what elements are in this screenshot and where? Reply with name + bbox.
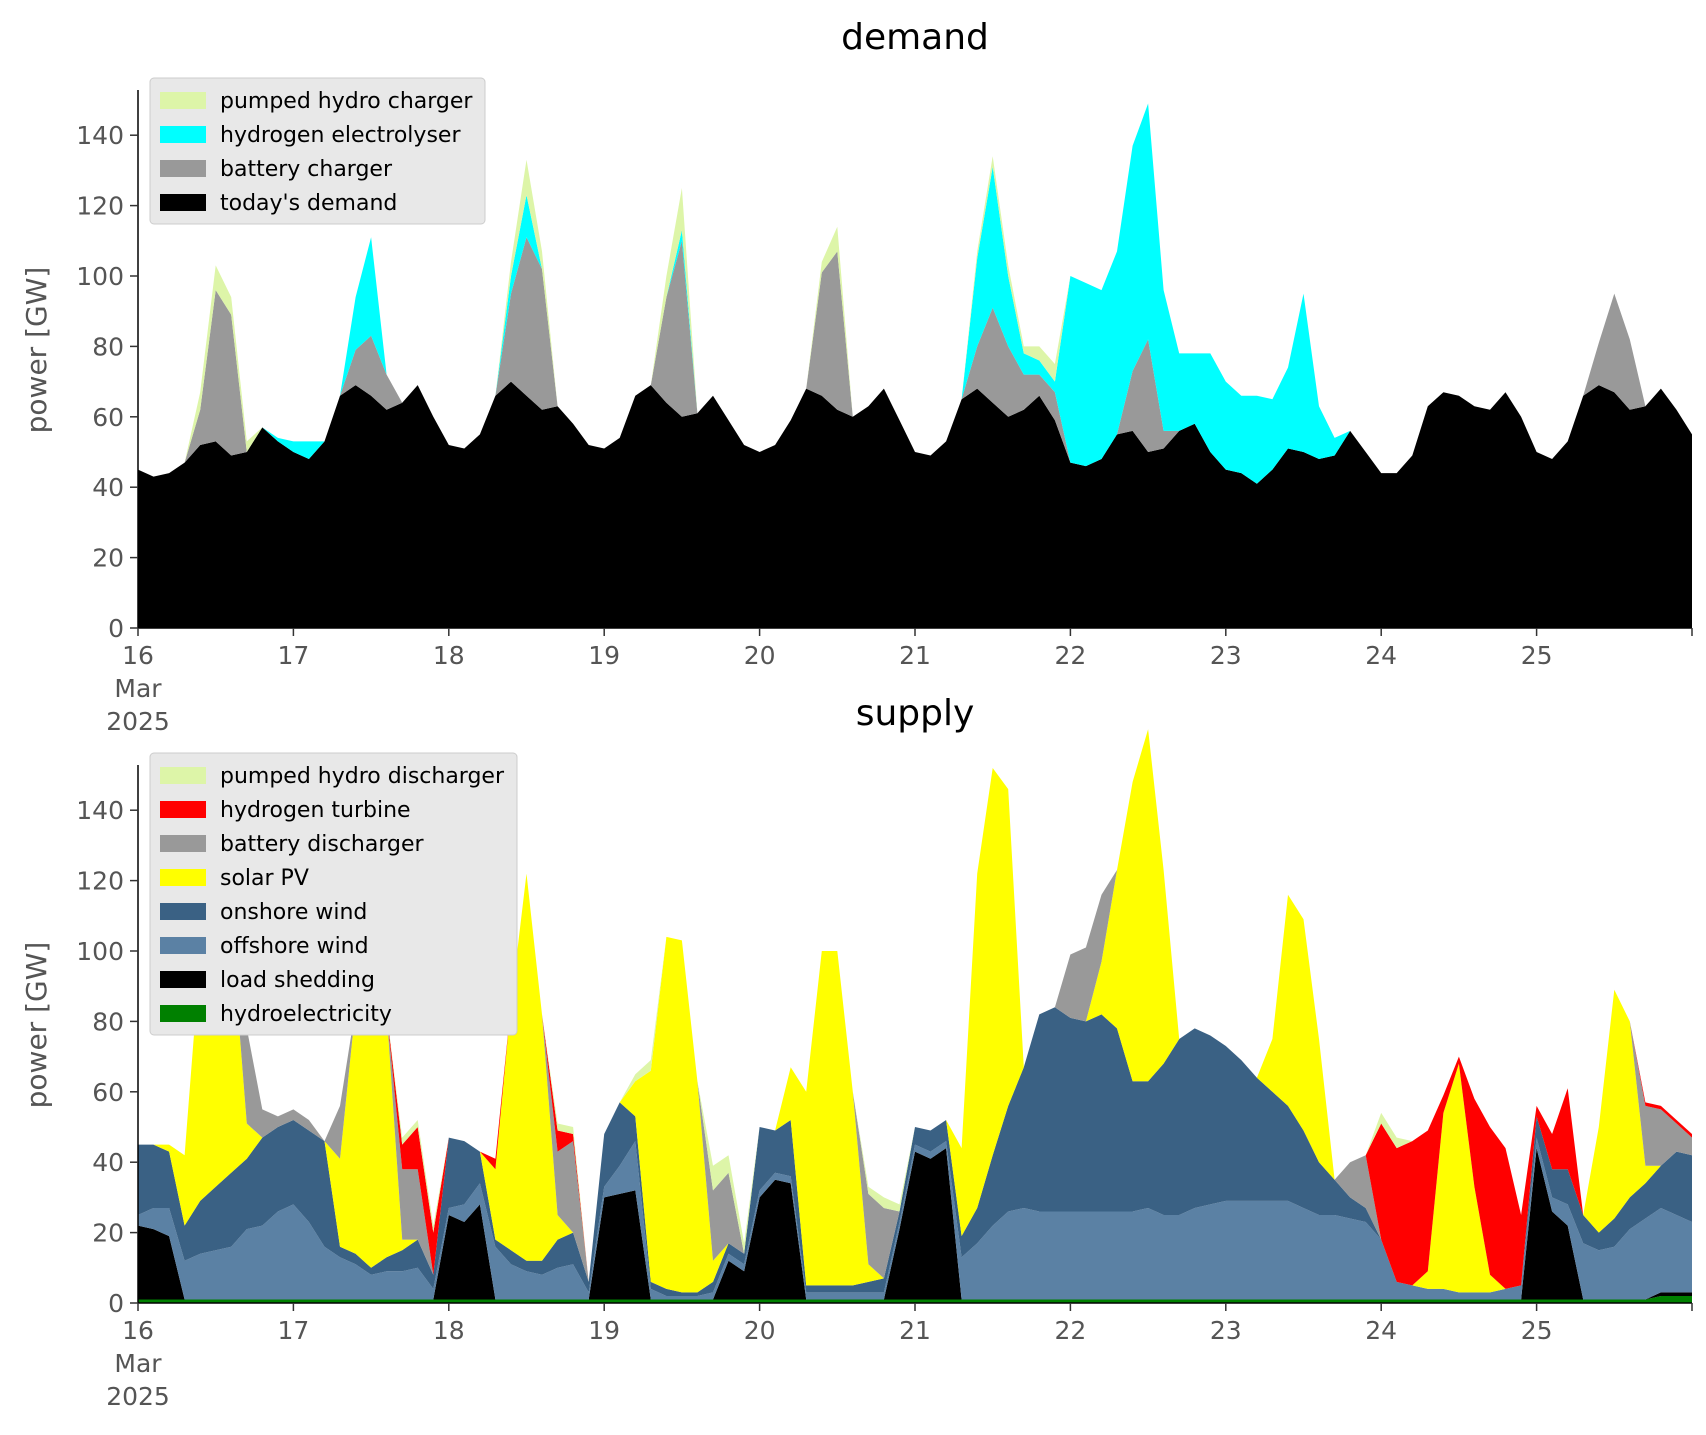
supply-y-axis-label: power [GW]: [20, 942, 53, 1109]
supply-legend: pumped hydro discharger hydrogen turbine b…: [149, 752, 518, 1036]
y-tick-label: 40: [92, 473, 124, 502]
legend-label-hydrogen-turbine: hydrogen turbine: [220, 798, 411, 823]
area-today-s-demand: [138, 381, 1692, 628]
area-load-shedding: [138, 1148, 1692, 1300]
y-tick-label: 40: [92, 1148, 124, 1177]
y-tick-label: 20: [92, 1219, 124, 1248]
y-tick-label: 100: [76, 937, 124, 966]
legend-swatch-hydroelectricity: [160, 1005, 206, 1022]
x-tick-label: 20: [744, 641, 776, 670]
x-tick-label: 23: [1210, 1316, 1242, 1345]
area-battery-charger: [138, 237, 1692, 484]
demand-legend: pumped hydro charger hydrogen electrolyse…: [149, 77, 486, 225]
x-tick-label: 21: [899, 1316, 931, 1345]
area-onshore-wind: [138, 1007, 1692, 1296]
legend-label-hydrogen-electrolyser: hydrogen electrolyser: [220, 123, 461, 148]
legend-swatch-battery-discharger: [160, 835, 206, 852]
x-tick-label: 19: [588, 641, 620, 670]
x-tick-label: 17: [277, 1316, 309, 1345]
demand-axes: 0 20 40 60 80 100 120 140 16 Mar 2025 17 18 19 20 21 22 2…: [76, 90, 1693, 736]
y-tick-label: 0: [108, 614, 124, 643]
x-tick-label: 16 Mar 2025: [106, 641, 170, 736]
legend-swatch-load-shedding: [160, 971, 206, 988]
x-tick-label: 17: [277, 641, 309, 670]
legend-label-load-shedding: load shedding: [220, 968, 375, 993]
x-tick-label: 16 Mar 2025: [106, 1316, 170, 1411]
x-tick-label: 22: [1054, 1316, 1086, 1345]
demand-y-axis-label: power [GW]: [20, 267, 53, 434]
legend-label-pumped-hydro-discharger: pumped hydro discharger: [220, 764, 505, 789]
legend-swatch-battery-charger: [160, 160, 206, 177]
legend-swatch-offshore-wind: [160, 937, 206, 954]
y-tick-label: 140: [76, 121, 124, 150]
y-tick-label: 60: [92, 403, 124, 432]
supply-title: supply: [856, 693, 975, 734]
legend-label-pumped-hydro-charger: pumped hydro charger: [220, 89, 473, 114]
legend-label-offshore-wind: offshore wind: [220, 934, 369, 959]
x-tick-label: 21: [899, 641, 931, 670]
y-tick-label: 100: [76, 262, 124, 291]
x-tick-label: 20: [744, 1316, 776, 1345]
supply-axes: 0 20 40 60 80 100 120 140 16 Mar 2025 17 18 19 20 21 22 2…: [76, 765, 1693, 1411]
legend-swatch-hydrogen-electrolyser: [160, 126, 206, 143]
x-tick-label: 19: [588, 1316, 620, 1345]
x-tick-label: 18: [433, 641, 465, 670]
y-tick-label: 80: [92, 332, 124, 361]
area-hydrogen-electrolyser: [138, 103, 1692, 484]
y-tick-label: 120: [76, 192, 124, 221]
supply-area-layers: [138, 729, 1692, 1303]
legend-label-today-s-demand: today's demand: [220, 191, 397, 216]
y-tick-label: 60: [92, 1078, 124, 1107]
legend-box: [149, 752, 518, 1036]
legend-swatch-pumped-hydro-charger: [160, 92, 206, 109]
x-tick-label: 25: [1521, 641, 1553, 670]
x-tick-label: 18: [433, 1316, 465, 1345]
x-tick-label: 22: [1054, 641, 1086, 670]
legend-label-onshore-wind: onshore wind: [220, 900, 367, 925]
demand-panel: demand power [GW] 0 20 40 60 80 100 120 140 16 Ma…: [20, 17, 1693, 736]
y-tick-label: 80: [92, 1007, 124, 1036]
legend-swatch-onshore-wind: [160, 903, 206, 920]
legend-swatch-solar-pv: [160, 869, 206, 886]
y-tick-label: 140: [76, 796, 124, 825]
area-solar-pv: [138, 729, 1692, 1293]
legend-swatch-hydrogen-turbine: [160, 801, 206, 818]
legend-swatch-today-s-demand: [160, 194, 206, 211]
y-tick-label: 20: [92, 544, 124, 573]
legend-swatch-pumped-hydro-discharger: [160, 767, 206, 784]
legend-label-battery-charger: battery charger: [220, 157, 393, 182]
x-tick-label: 23: [1210, 641, 1242, 670]
supply-panel: supply power [GW] 0 20 40 60 80 100 120 140 16 Ma…: [20, 693, 1693, 1411]
area-offshore-wind: [138, 1137, 1692, 1300]
y-tick-label: 0: [108, 1289, 124, 1318]
demand-area-layers: [138, 103, 1692, 628]
x-tick-label: 24: [1365, 641, 1397, 670]
x-tick-label: 25: [1521, 1316, 1553, 1345]
legend-label-battery-discharger: battery discharger: [220, 832, 425, 857]
x-tick-label: 24: [1365, 1316, 1397, 1345]
legend-label-solar-pv: solar PV: [220, 866, 309, 891]
legend-box: [149, 77, 486, 225]
legend-label-hydroelectricity: hydroelectricity: [220, 1002, 392, 1027]
y-tick-label: 120: [76, 867, 124, 896]
demand-title: demand: [841, 17, 989, 58]
